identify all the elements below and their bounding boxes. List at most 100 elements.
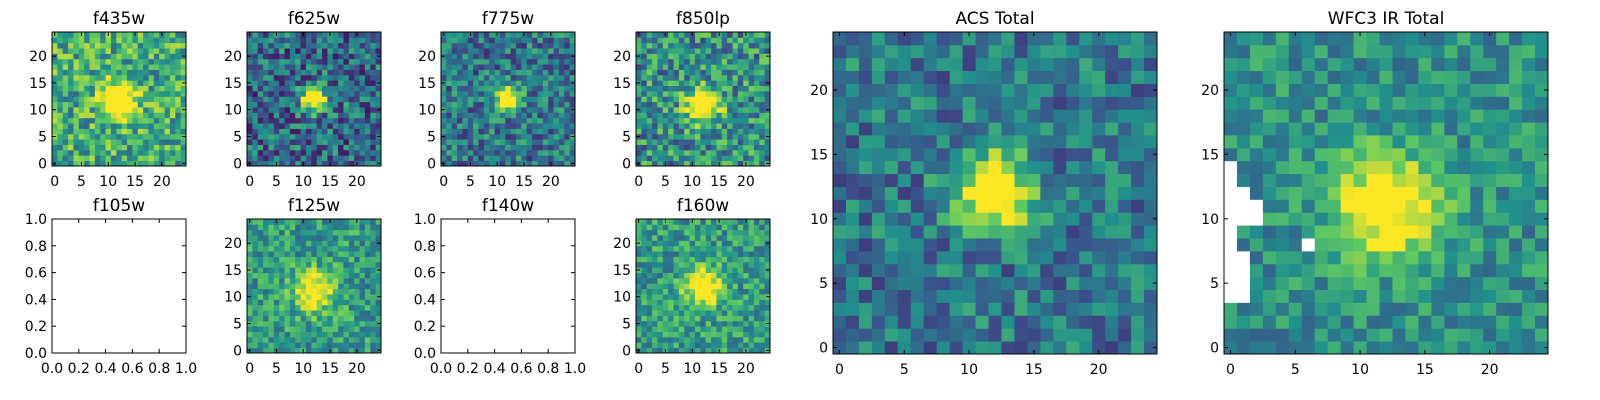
pixel (370, 80, 377, 86)
pixel (252, 96, 259, 103)
pixel (700, 342, 707, 349)
pixel (1392, 212, 1406, 226)
pixel (1144, 173, 1158, 187)
pixel (446, 58, 453, 65)
pixel (764, 37, 771, 44)
pixel (180, 37, 187, 44)
pixel (263, 229, 269, 236)
pixel (652, 117, 658, 124)
pixel (743, 320, 749, 327)
pixel (284, 299, 291, 306)
pixel (89, 42, 96, 49)
x-tick-label: 10 (960, 362, 978, 378)
pixel (289, 320, 296, 327)
pixel (510, 107, 517, 113)
pixel (526, 53, 533, 60)
pixel (705, 267, 712, 273)
pixel (300, 267, 307, 273)
pixel (359, 336, 366, 343)
pixel (268, 37, 275, 44)
pixel (127, 128, 133, 135)
pixel (558, 112, 565, 119)
pixel (646, 117, 653, 124)
pixel (636, 261, 642, 268)
pixel (137, 123, 144, 129)
pixel (489, 123, 495, 129)
pixel (332, 310, 339, 316)
pixel (732, 101, 739, 108)
pixel (646, 256, 653, 263)
pixel (354, 149, 360, 156)
pixel (110, 149, 117, 156)
pixel (354, 107, 360, 113)
pixel (105, 64, 112, 70)
pixel (521, 64, 528, 70)
pixel (73, 107, 80, 113)
pixel (764, 219, 771, 225)
pixel (975, 328, 989, 342)
pixel (1392, 302, 1406, 316)
pixel (175, 117, 182, 124)
pixel (962, 289, 976, 303)
pixel (569, 112, 576, 119)
pixel (364, 251, 371, 257)
pixel (473, 80, 479, 86)
pixel (159, 69, 165, 76)
pixel (558, 123, 565, 129)
pixel (764, 112, 771, 119)
pixel (705, 320, 712, 327)
pixel (300, 123, 307, 129)
pixel (753, 326, 760, 332)
pixel (289, 53, 296, 60)
pixel (705, 245, 712, 252)
pixel (1275, 212, 1290, 226)
pixel (364, 219, 371, 225)
pixel (1053, 212, 1067, 226)
pixel (748, 101, 755, 108)
pixel (332, 320, 339, 327)
pixel (988, 83, 1002, 97)
pixel (311, 144, 318, 151)
pixel (499, 37, 506, 44)
pixel (338, 80, 344, 86)
pixel (359, 117, 366, 124)
pixel (84, 160, 90, 167)
pixel (279, 251, 285, 257)
pixel (322, 133, 328, 140)
pixel (332, 155, 339, 162)
pixel (673, 288, 680, 295)
pixel (1509, 238, 1523, 252)
pixel (705, 256, 712, 263)
x-tick-label: 15 (321, 174, 339, 190)
pixel (657, 261, 664, 268)
pixel (1079, 83, 1093, 97)
pixel (343, 139, 350, 145)
pixel (1379, 225, 1393, 239)
pixel (1288, 238, 1303, 252)
pixel (1131, 289, 1145, 303)
pixel (652, 112, 658, 119)
pixel (316, 74, 323, 81)
pixel (1027, 315, 1041, 329)
x-tick-label: 0 (634, 361, 643, 377)
pixel (748, 245, 755, 252)
pixel (279, 139, 285, 145)
pixel (678, 144, 685, 151)
pixel (1105, 315, 1119, 329)
pixel (1288, 250, 1303, 265)
y-tick-label: 10 (418, 103, 436, 119)
pixel (348, 144, 355, 151)
pixel (694, 224, 701, 231)
pixel (457, 48, 463, 54)
pixel (764, 149, 771, 156)
pixel (705, 336, 712, 343)
pixel (1001, 160, 1015, 175)
pixel (1509, 250, 1523, 265)
pixel (121, 69, 128, 76)
pixel (678, 160, 685, 167)
pixel (711, 315, 717, 322)
pixel (305, 42, 312, 49)
y-tick-label: 10 (613, 290, 631, 306)
pixel (89, 149, 96, 156)
